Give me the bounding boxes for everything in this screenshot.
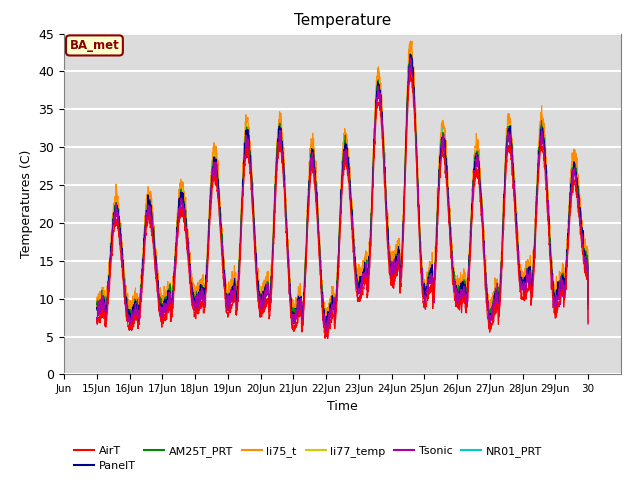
Text: BA_met: BA_met bbox=[70, 39, 119, 52]
Title: Temperature: Temperature bbox=[294, 13, 391, 28]
X-axis label: Time: Time bbox=[327, 400, 358, 413]
Y-axis label: Temperatures (C): Temperatures (C) bbox=[20, 150, 33, 258]
Legend: AirT, PanelT, AM25T_PRT, li75_t, li77_temp, Tsonic, NR01_PRT: AirT, PanelT, AM25T_PRT, li75_t, li77_te… bbox=[70, 441, 547, 476]
